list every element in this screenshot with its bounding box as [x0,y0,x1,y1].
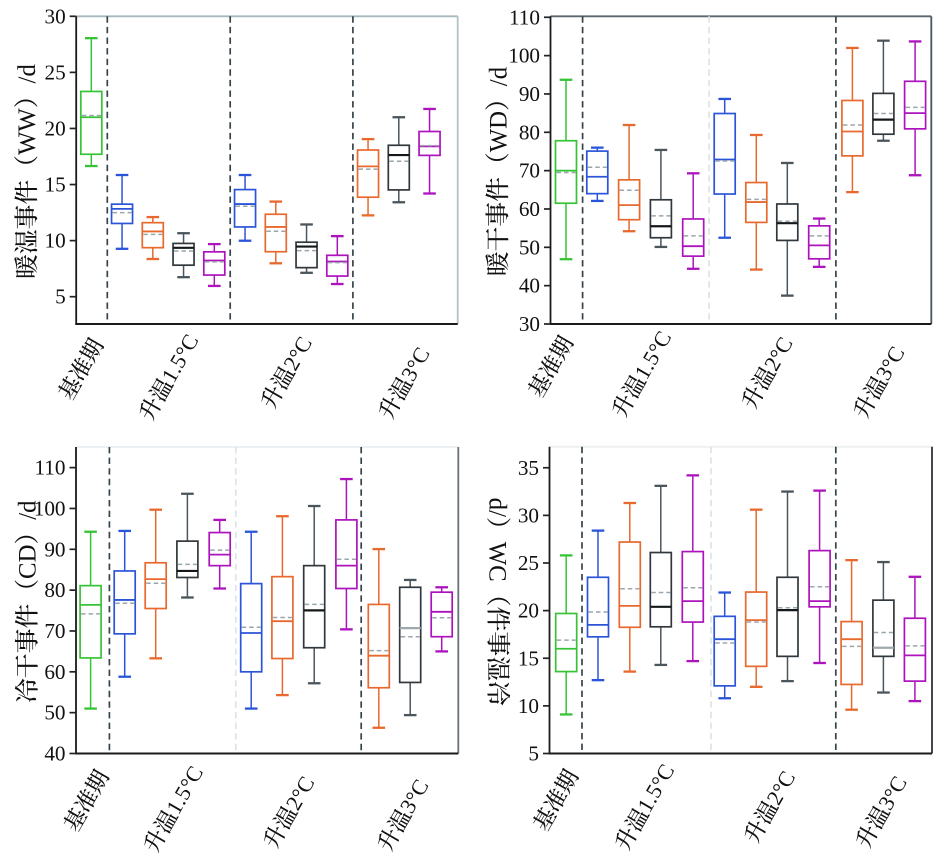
svg-text:30: 30 [518,503,539,527]
svg-text:5: 5 [528,742,539,766]
svg-text:40: 40 [519,274,540,298]
svg-text:W: W [483,542,510,566]
svg-text:/d: /d [15,500,42,520]
svg-text:15: 15 [45,173,66,197]
svg-text:5: 5 [55,285,66,309]
svg-text:/d: /d [485,66,512,86]
svg-text:80: 80 [519,120,540,144]
svg-text:100: 100 [508,44,540,68]
svg-text:15: 15 [518,646,539,670]
svg-text:WD: WD [485,111,512,152]
svg-text:C: C [483,565,510,582]
svg-text:80: 80 [44,578,65,602]
svg-text:10: 10 [45,229,66,253]
svg-text:/: / [483,510,510,517]
svg-text:70: 70 [519,159,540,183]
svg-text:70: 70 [44,619,65,643]
svg-text:110: 110 [509,5,540,29]
svg-text:60: 60 [519,197,540,221]
svg-text:d: d [483,498,510,511]
svg-text:25: 25 [518,551,539,575]
svg-text:20: 20 [518,599,539,623]
svg-text:90: 90 [44,537,65,561]
svg-text:40: 40 [44,742,65,766]
svg-text:110: 110 [35,456,66,480]
svg-text:CD: CD [15,545,42,579]
svg-text:30: 30 [519,312,540,336]
svg-text:10: 10 [518,694,539,718]
svg-text:30: 30 [45,4,66,28]
svg-text:50: 50 [44,701,65,725]
svg-text:/d: /d [14,64,41,84]
svg-text:35: 35 [518,456,539,480]
svg-text:100: 100 [34,496,66,520]
svg-text:50: 50 [519,235,540,259]
svg-text:60: 60 [44,660,65,684]
svg-text:25: 25 [45,60,66,84]
svg-text:WW: WW [14,108,41,155]
svg-text:90: 90 [519,82,540,106]
svg-text:20: 20 [45,116,66,140]
